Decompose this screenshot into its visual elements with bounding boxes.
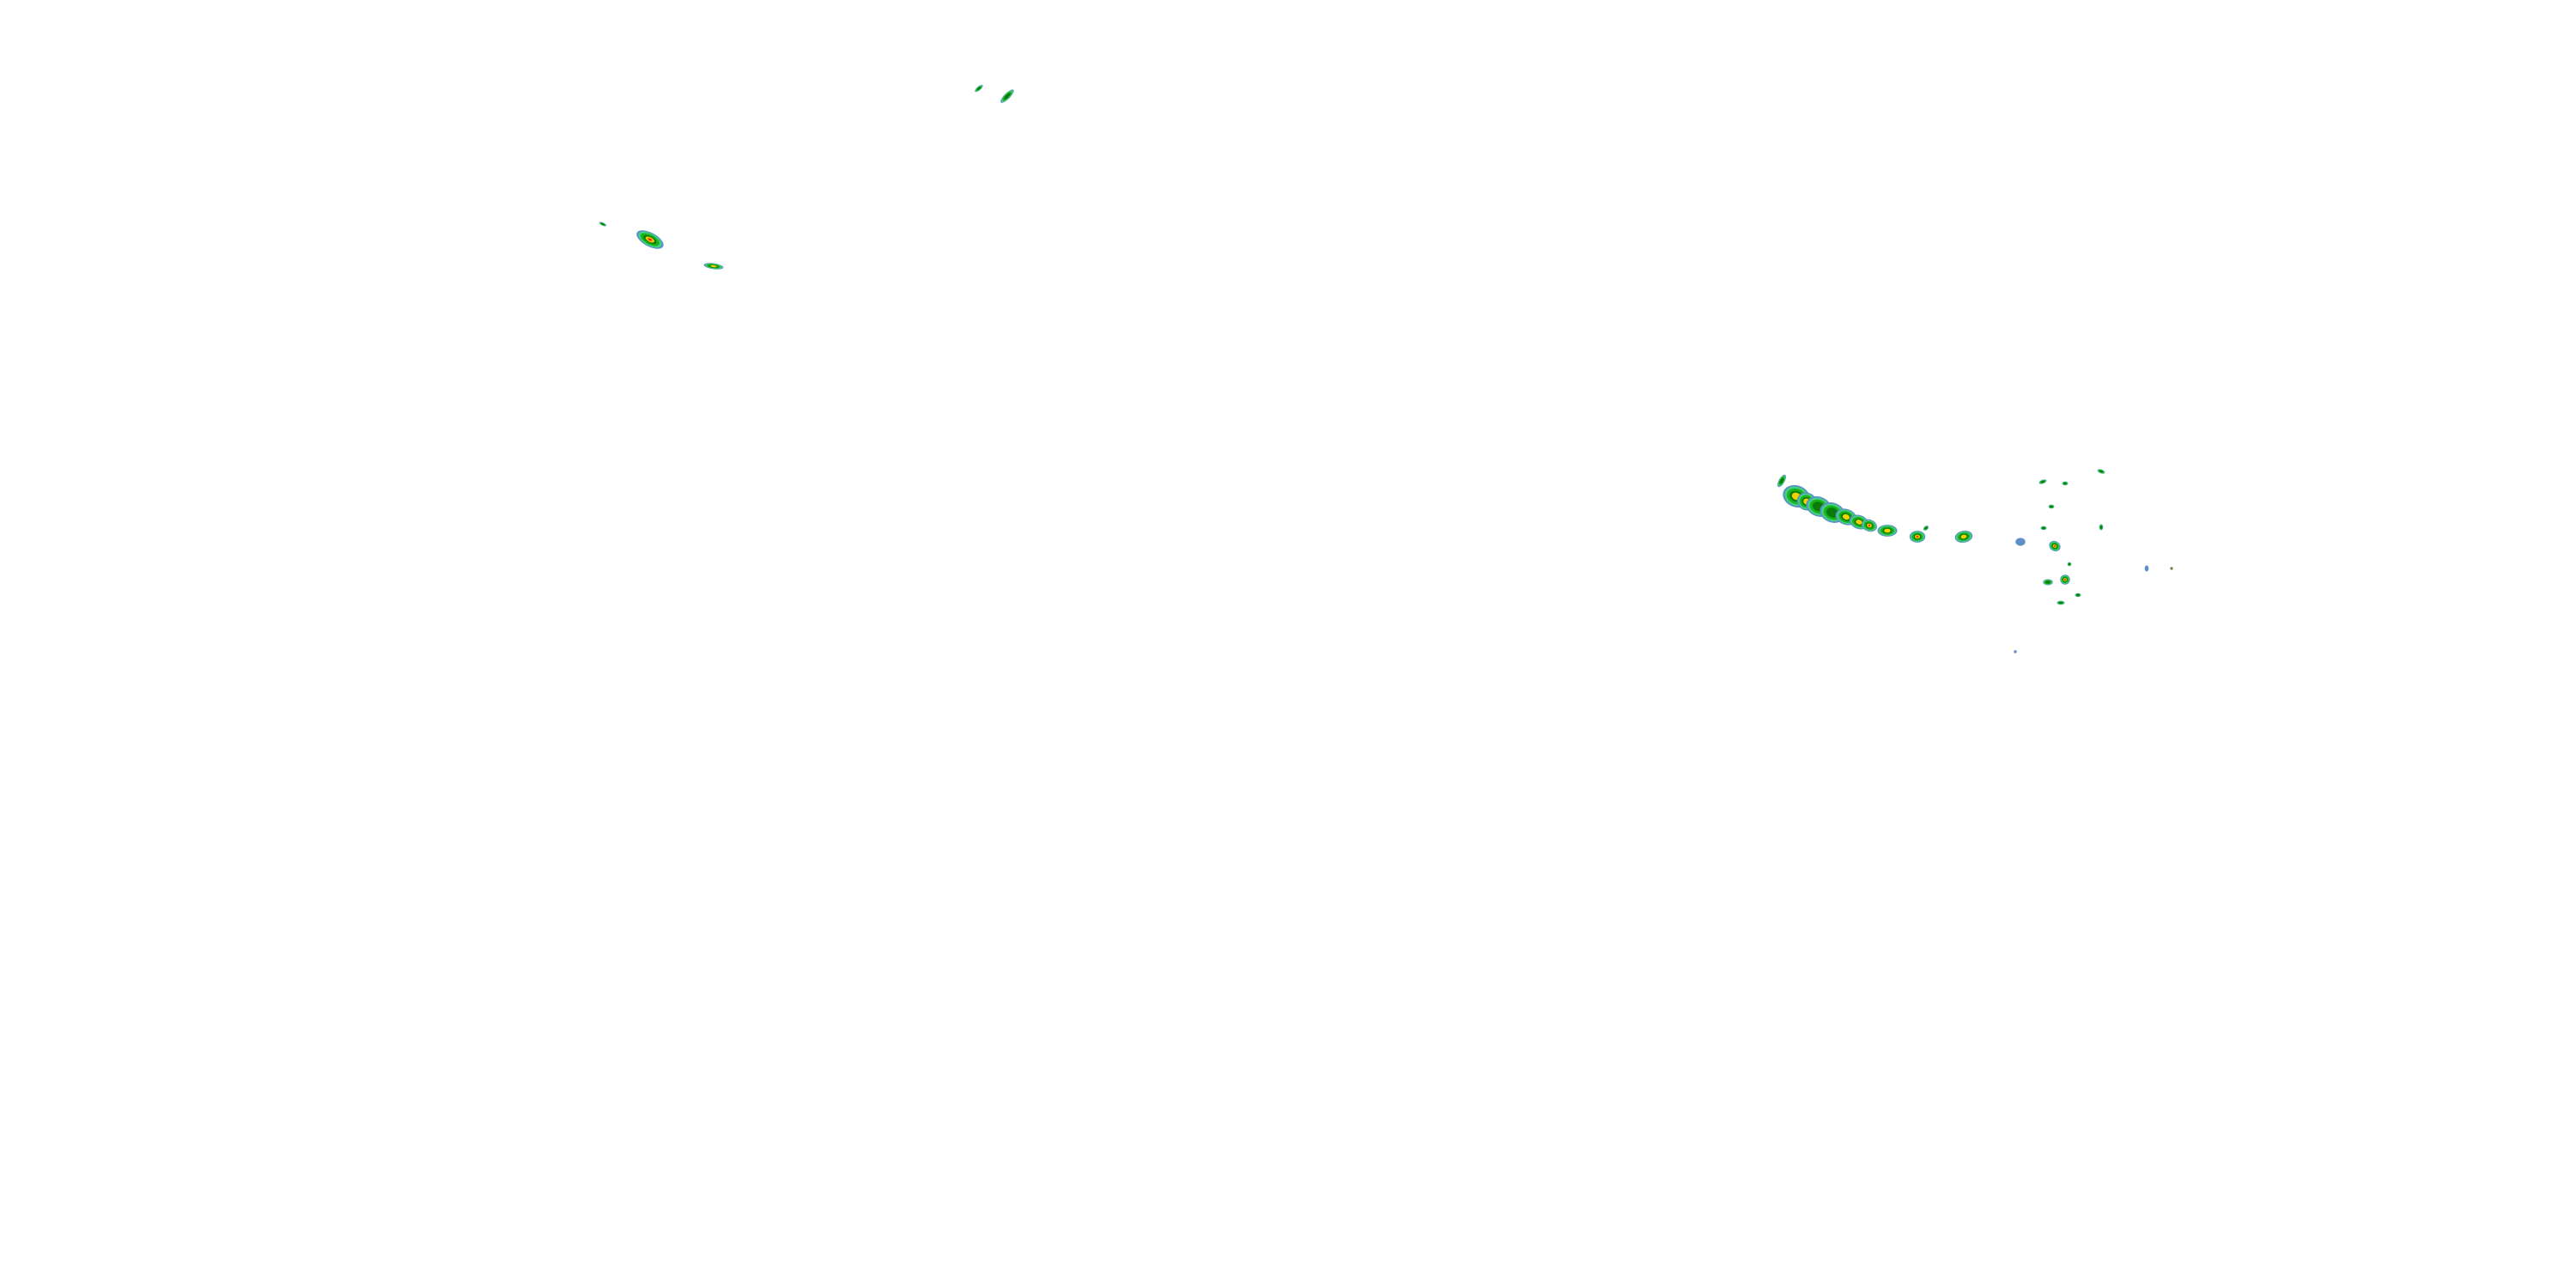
reflectivity-band [1884,528,1891,533]
reflectivity-band [1916,536,1919,538]
reflectivity-band [2064,579,2066,580]
reflectivity-band [2054,545,2056,547]
reflectivity-band [2144,565,2149,572]
reflectivity-band [710,264,717,268]
precipitation-cell [2057,600,2065,605]
precipitation-cell [1954,530,1973,544]
precipitation-cell [1862,519,1877,532]
precipitation-cell [2014,650,2017,653]
precipitation-cell [2170,567,2173,570]
reflectivity-band [2042,526,2045,530]
precipitation-cell [1777,474,1787,488]
reflectivity-band [976,87,981,90]
precipitation-cell [1923,526,1929,531]
reflectivity-band [1924,526,1928,530]
reflectivity-band [2076,593,2080,597]
reflectivity-band [2068,562,2071,566]
reflectivity-band [2058,601,2063,605]
precipitation-cell [636,230,664,249]
precipitation-cell [1000,89,1014,103]
precipitation-cell [2015,538,2026,546]
precipitation-cell [2043,579,2053,586]
precipitation-cell [1909,531,1926,543]
reflectivity-band [2045,580,2050,584]
reflectivity-band [2014,650,2017,653]
reflectivity-band [1826,507,1838,518]
reflectivity-band [2099,470,2104,473]
precipitation-cell [1877,525,1898,537]
precipitation-cell [2097,469,2105,474]
reflectivity-band [600,222,605,226]
reflectivity-band [2015,538,2026,546]
reflectivity-band [1004,93,1011,100]
reflectivity-band [2171,568,2172,569]
precipitation-cell [2067,562,2072,567]
precipitation-cell [2048,504,2055,509]
reflectivity-band [2099,526,2103,529]
precipitation-cell [2049,540,2061,552]
reflectivity-band [1842,513,1850,520]
precipitation-cell [2038,479,2047,484]
reflectivity-band [1960,534,1967,539]
precipitation-cell [2040,526,2047,531]
reflectivity-band [648,238,652,241]
reflectivity-band [2050,505,2053,508]
reflectivity-band [1868,525,1871,526]
precipitation-cell [2075,592,2081,598]
precipitation-cell [2062,481,2069,486]
reflectivity-band [2040,480,2045,483]
precipitation-cell [975,84,983,93]
precipitation-cell [703,263,724,270]
precipitation-cell [2144,565,2149,572]
reflectivity-band [1856,519,1862,525]
precipitation-cell [598,222,607,227]
precipitation-cell [2060,574,2070,585]
reflectivity-band [1779,477,1784,484]
precipitation-cell [2099,524,2104,531]
reflectivity-band [2063,482,2067,485]
